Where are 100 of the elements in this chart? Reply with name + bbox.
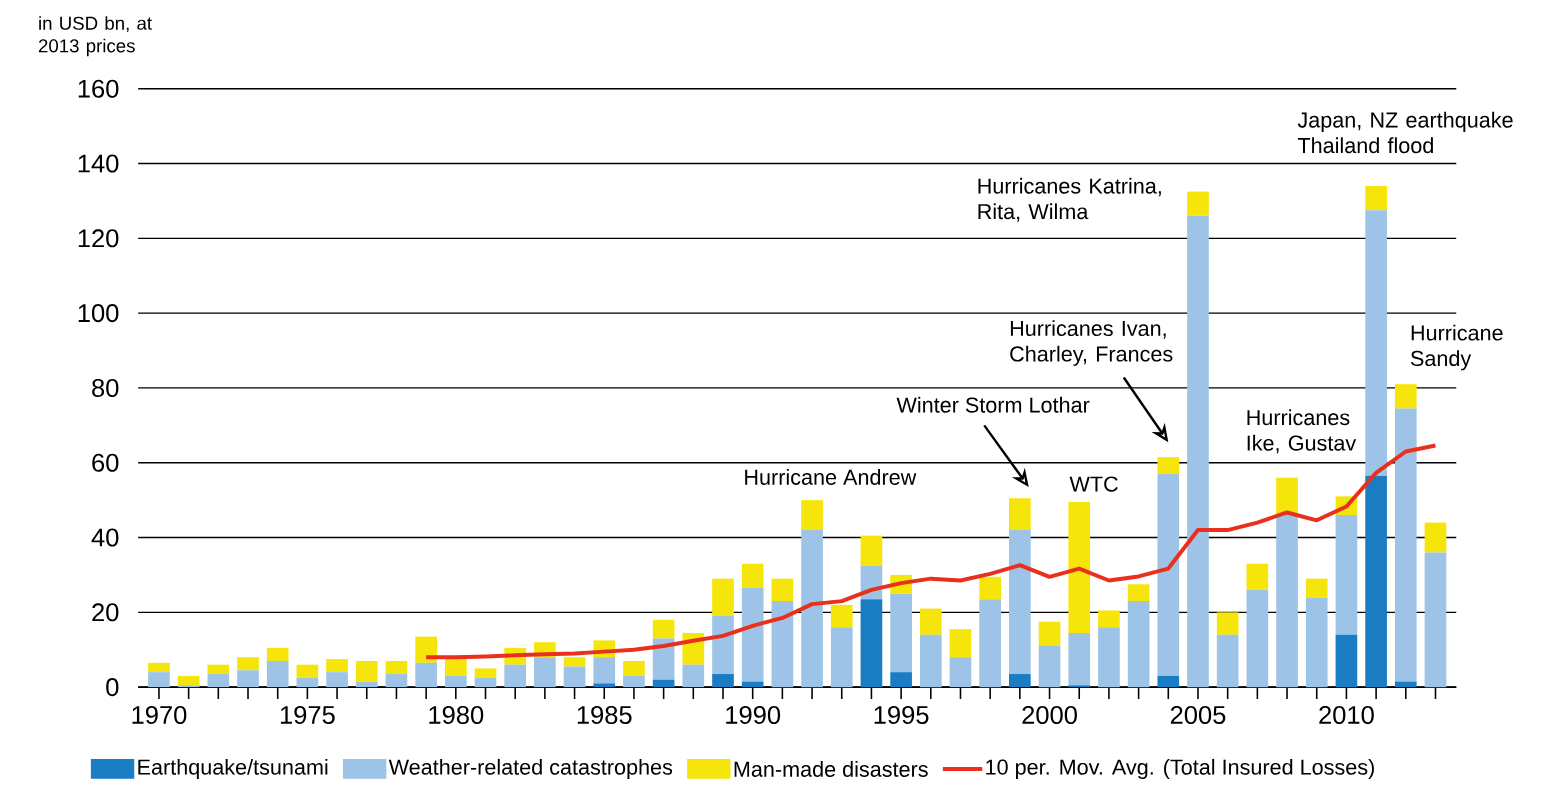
bar — [1276, 477, 1298, 514]
x-tick-label: 1985 — [577, 706, 632, 725]
legend-label: Weather-related catastrophes — [388, 759, 673, 780]
legend-label: Man-made disasters — [734, 761, 928, 778]
bar — [979, 576, 1002, 600]
x-tick-label: 2005 — [1170, 706, 1226, 725]
bar — [712, 616, 734, 675]
bar — [207, 664, 230, 675]
y-tick-label: 60 — [92, 453, 119, 472]
bar — [623, 661, 645, 677]
bar — [652, 679, 675, 688]
bar — [563, 657, 586, 667]
bar — [890, 593, 912, 673]
bar — [1187, 191, 1209, 217]
bar — [1009, 674, 1031, 688]
bar — [1216, 634, 1239, 688]
bar — [1068, 633, 1091, 686]
bar — [1068, 502, 1091, 634]
legend-label: 10 per. Mov. Avg. (Total Insured Losses) — [986, 759, 1374, 780]
bar — [1038, 646, 1061, 688]
bar — [1038, 621, 1061, 647]
bar — [712, 674, 734, 688]
bar — [1394, 408, 1417, 682]
y-axis-title: in USD bn, at 2013 prices — [38, 16, 152, 57]
y-tick-label: 20 — [92, 603, 119, 622]
y-tick-label: 0 — [106, 678, 119, 697]
bar — [504, 664, 527, 688]
bar — [771, 578, 794, 602]
bar — [1157, 474, 1180, 677]
x-tick-label: 1995 — [874, 706, 929, 725]
bar — [890, 672, 912, 688]
bar — [1098, 627, 1120, 688]
y-tick-label: 120 — [78, 229, 119, 248]
bar — [1009, 530, 1031, 675]
bar — [1365, 475, 1387, 688]
annotation: Hurricane Andrew — [745, 469, 917, 486]
bar — [682, 664, 705, 688]
bar — [534, 657, 556, 688]
bar — [830, 604, 853, 628]
bar — [415, 636, 437, 663]
bar — [1305, 578, 1328, 598]
bar — [801, 530, 823, 688]
annotation: WTC — [1069, 476, 1118, 492]
bar — [1424, 552, 1447, 688]
bar — [1009, 498, 1031, 531]
bar — [444, 676, 467, 688]
bar — [355, 681, 378, 688]
x-tick-label: 2000 — [1022, 706, 1077, 725]
bar — [652, 619, 675, 639]
bar — [979, 599, 1002, 688]
annotation: Hurricanes Ike, Gustav — [1247, 409, 1357, 454]
bar — [326, 659, 348, 673]
bar — [1394, 681, 1417, 688]
bar — [266, 648, 289, 662]
annotation: Hurricanes Katrina, Rita, Wilma — [978, 177, 1161, 222]
bar — [741, 588, 764, 682]
bar — [355, 661, 378, 682]
bar — [1127, 584, 1150, 602]
bar — [474, 668, 497, 678]
x-tick-label: 1970 — [132, 706, 187, 725]
bar — [1098, 610, 1120, 628]
bar — [415, 662, 437, 688]
bar — [1276, 513, 1298, 688]
bar — [919, 634, 942, 688]
legend-label: Earthquake/tsunami — [138, 759, 328, 780]
bar — [1246, 590, 1269, 688]
bar — [177, 676, 200, 686]
annotation: Japan, NZ earthquake Thailand flood — [1297, 111, 1513, 154]
bar — [771, 601, 794, 688]
bar — [593, 657, 616, 684]
bar — [237, 657, 259, 671]
bar — [148, 672, 170, 688]
y-tick-label: 40 — [91, 528, 119, 547]
bar — [1394, 384, 1417, 409]
y-tick-label: 160 — [78, 79, 119, 98]
annotation: Hurricanes Ivan, Charley, Frances — [1010, 320, 1173, 367]
bar — [1335, 515, 1358, 635]
bar — [801, 500, 823, 531]
bar — [712, 578, 734, 617]
bar — [1157, 676, 1180, 688]
bar — [326, 672, 348, 688]
bar — [1157, 457, 1180, 475]
bar — [1127, 601, 1150, 688]
bar — [741, 681, 764, 688]
bar — [830, 627, 853, 688]
bar — [623, 676, 645, 688]
annotation: Hurricane Sandy — [1410, 324, 1503, 371]
bar — [385, 661, 408, 675]
y-tick-label: 140 — [78, 154, 119, 173]
bar — [266, 661, 289, 688]
bar — [474, 677, 497, 688]
bar — [237, 670, 259, 688]
bar — [860, 599, 883, 688]
bar — [860, 535, 883, 566]
bar — [148, 662, 170, 673]
bar — [741, 563, 764, 589]
x-tick-label: 1980 — [429, 706, 484, 725]
y-tick-label: 80 — [92, 379, 119, 398]
bar — [949, 629, 972, 658]
bar — [949, 657, 972, 688]
